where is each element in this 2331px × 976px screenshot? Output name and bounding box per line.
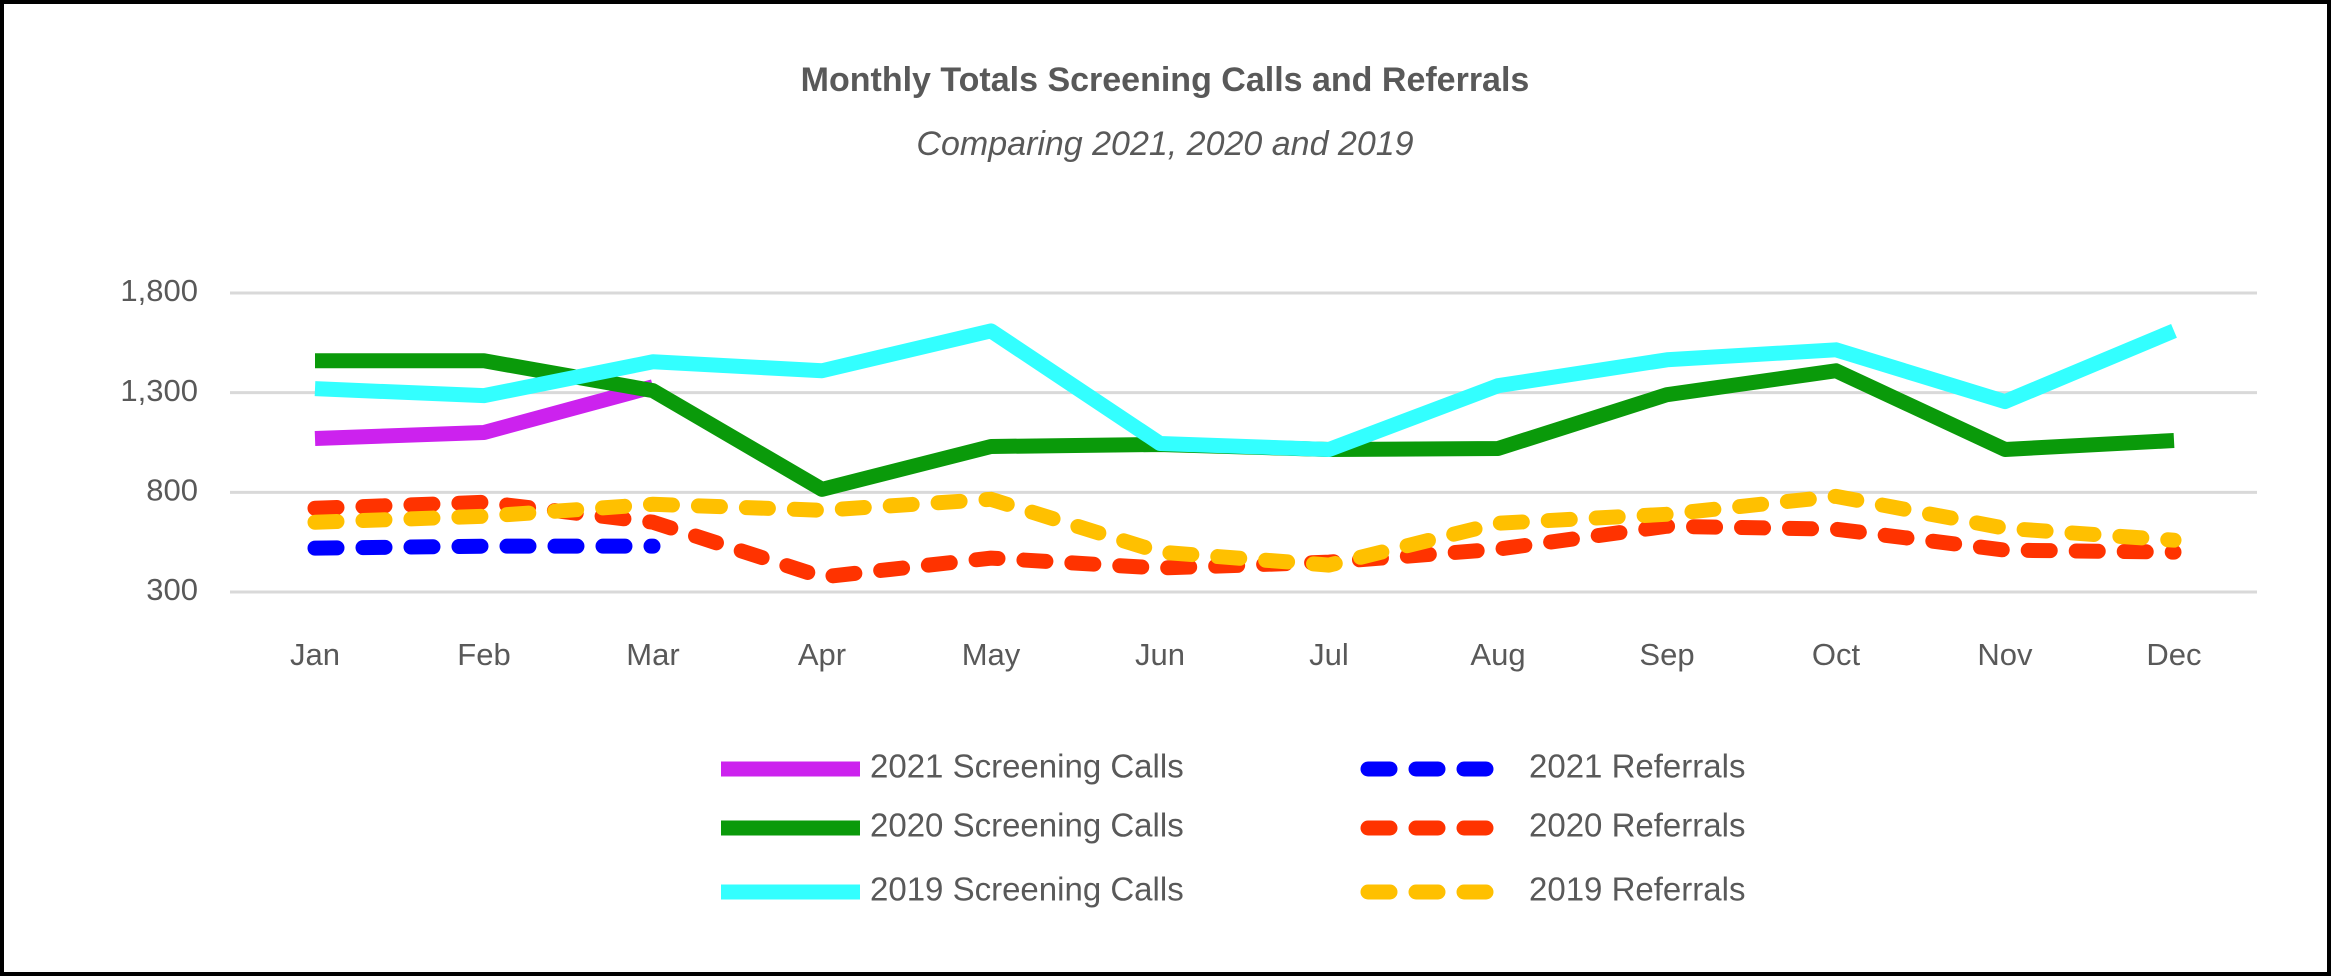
x-tick-label: Mar: [626, 637, 679, 672]
series-line: [307, 494, 2182, 585]
legend-label: 2021 Referrals: [1529, 748, 1745, 785]
y-tick-label: 1,300: [120, 373, 198, 408]
legend-label: 2021 Screening Calls: [870, 748, 1184, 785]
y-tick-label: 1,800: [120, 273, 198, 308]
grid: 300 800 1,300 1,800 Jan Feb Mar Apr May Jun Jul Aug…: [120, 273, 2257, 672]
legend-label: 2019 Screening Calls: [870, 871, 1184, 908]
x-tick-label: Jul: [1309, 637, 1349, 672]
x-tick-label: Jun: [1135, 637, 1185, 672]
chart-title: Monthly Totals Screening Calls and Refer…: [801, 61, 1530, 99]
x-tick-label: Aug: [1470, 637, 1525, 672]
y-tick-label: 300: [146, 572, 198, 607]
x-tick-label: Feb: [457, 637, 510, 672]
x-tick-label: Apr: [798, 637, 846, 672]
legend: 2021 Screening Calls 2020 Screening Calls…: [721, 748, 1745, 908]
series-line: [314, 323, 2177, 457]
legend-label: 2019 Referrals: [1529, 871, 1745, 908]
chart-subtitle: Comparing 2021, 2020 and 2019: [916, 125, 1413, 163]
legend-label: 2020 Referrals: [1529, 807, 1745, 844]
series-line: [307, 488, 2182, 573]
series-line: [307, 538, 661, 556]
x-tick-label: Oct: [1812, 637, 1861, 672]
x-tick-label: Dec: [2146, 637, 2201, 672]
y-tick-label: 800: [146, 473, 198, 508]
x-tick-label: Jan: [290, 637, 340, 672]
lines: [307, 323, 2182, 585]
x-tick-label: Sep: [1639, 637, 1694, 672]
x-tick-label: Nov: [1977, 637, 2033, 672]
series-line: [314, 379, 655, 447]
x-tick-label: May: [962, 637, 1021, 672]
legend-label: 2020 Screening Calls: [870, 807, 1184, 844]
